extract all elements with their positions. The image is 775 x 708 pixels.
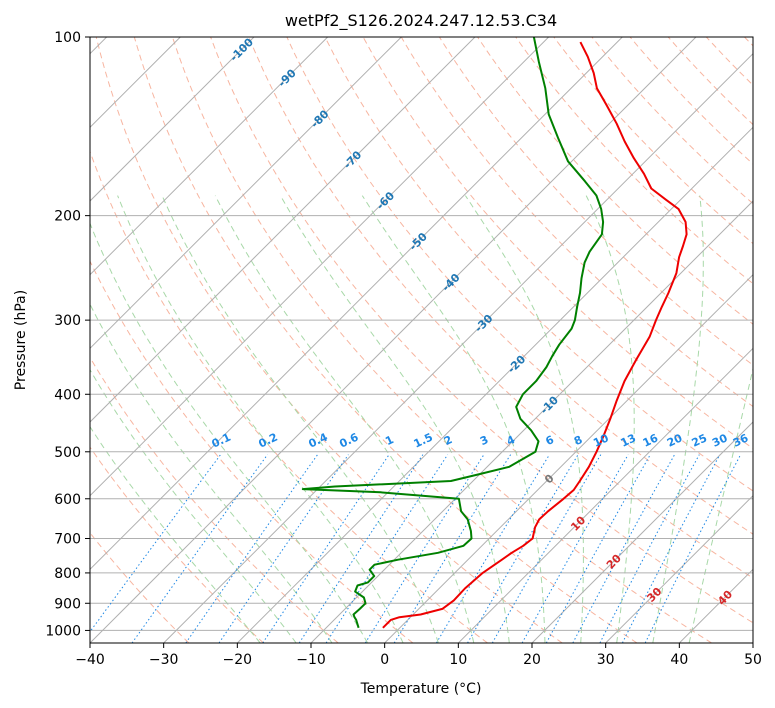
profile-lines	[301, 37, 688, 629]
isotherm	[531, 421, 753, 643]
mixing-ratio-line	[467, 454, 579, 643]
isotherm	[90, 37, 697, 643]
y-tick-label: 300	[54, 313, 81, 329]
dry-adiabat	[90, 446, 264, 643]
y-tick-label: 400	[54, 387, 81, 403]
y-tick-label: 200	[54, 209, 81, 225]
mixing-ratio-label: 20	[665, 431, 685, 449]
moist-adiabat	[214, 195, 475, 643]
dry-adiabat	[95, 37, 563, 643]
dry-adiabat	[629, 37, 753, 165]
isotherm	[90, 37, 402, 350]
mixing-ratio-label: 16	[641, 431, 661, 449]
mixing-ratio-line	[435, 454, 550, 643]
mixing-ratio-line	[90, 454, 222, 633]
background-lines	[90, 37, 753, 643]
y-tick-label: 500	[54, 445, 81, 461]
y-tick-label: 800	[54, 566, 81, 582]
dry-adiabat	[477, 37, 753, 325]
dry-adiabat	[90, 150, 488, 643]
moist-adiabat	[90, 303, 333, 643]
mixing-ratio-label: 36	[731, 431, 751, 449]
y-tick-label: 600	[54, 492, 81, 508]
dry-adiabat	[133, 37, 638, 643]
moist-adiabat	[652, 195, 704, 643]
x-tick-label: −10	[296, 652, 326, 668]
plot-frame	[89, 36, 754, 644]
isotherm	[90, 37, 550, 497]
mixing-ratio-line	[644, 454, 742, 643]
isotherm	[457, 347, 753, 643]
y-tick-label: 100	[54, 30, 81, 46]
mixing-ratio-line	[491, 454, 602, 643]
dry-adiabat	[400, 37, 753, 408]
isotherm	[752, 642, 753, 643]
mixing-ratio-line	[298, 454, 424, 643]
isotherm	[236, 126, 753, 643]
isotherm	[90, 37, 623, 571]
x-tick-label: 10	[449, 652, 467, 668]
x-tick-label: −20	[223, 652, 253, 668]
x-tick-label: 30	[597, 652, 615, 668]
y-tick-label: 900	[54, 596, 81, 612]
dry-adiabat	[90, 260, 414, 643]
temperature-profile	[382, 41, 688, 629]
axis-ticks: −40 −30 −20 −10 0 10 20 30 40 50 100 200 300 400 500 60…	[45, 30, 762, 668]
dry-adiabat	[362, 37, 753, 450]
isotherm	[90, 37, 329, 276]
x-tick-label: 50	[744, 652, 762, 668]
isotherm	[163, 52, 753, 643]
mixing-ratio-line	[262, 454, 390, 643]
dry-adiabat	[438, 37, 753, 366]
moist-adiabat	[585, 195, 635, 643]
isotherm	[384, 273, 753, 643]
x-tick-label: −30	[149, 652, 179, 668]
x-axis-label: Temperature (°C)	[360, 681, 482, 697]
y-tick-label: 1000	[45, 623, 81, 639]
isotherm	[90, 37, 255, 202]
isotherm	[605, 494, 753, 643]
moist-adiabat	[161, 195, 439, 643]
mixing-ratio-line	[393, 454, 512, 643]
mixing-ratio-line	[599, 454, 700, 643]
moist-adiabat	[280, 195, 510, 643]
mixing-ratio-line	[325, 454, 449, 643]
y-axis-label: Pressure (hPa)	[13, 290, 29, 390]
mixing-ratio-label: 10	[591, 431, 611, 449]
dry-adiabat	[591, 37, 753, 205]
isotherm	[310, 200, 753, 643]
isotherm	[90, 37, 476, 423]
x-tick-label: −40	[75, 652, 105, 668]
dry-adiabat	[248, 37, 753, 579]
dry-adiabat	[286, 37, 753, 535]
plot-background	[90, 37, 753, 643]
mixing-ratio-line	[621, 454, 721, 643]
moist-adiabat	[464, 195, 584, 643]
mixing-ratio-label: 30	[710, 431, 730, 449]
mixing-ratio-label: 25	[690, 431, 709, 449]
mixing-ratio-line	[364, 454, 485, 643]
y-tick-label: 700	[54, 532, 81, 548]
dewpoint-profile	[301, 37, 605, 629]
x-tick-label: 40	[670, 652, 688, 668]
mixing-ratio-label: 13	[619, 431, 638, 449]
moist-adiabat	[90, 368, 297, 643]
chart-title: wetPf2_S126.2024.247.12.53.C34	[285, 11, 557, 31]
x-tick-label: 20	[523, 652, 541, 668]
moist-adiabat	[117, 195, 404, 643]
x-tick-label: 0	[380, 652, 389, 668]
mixing-ratio-line	[131, 454, 268, 643]
moist-adiabat	[90, 222, 369, 643]
dry-adiabat	[172, 37, 712, 643]
moist-adiabat	[361, 195, 546, 643]
